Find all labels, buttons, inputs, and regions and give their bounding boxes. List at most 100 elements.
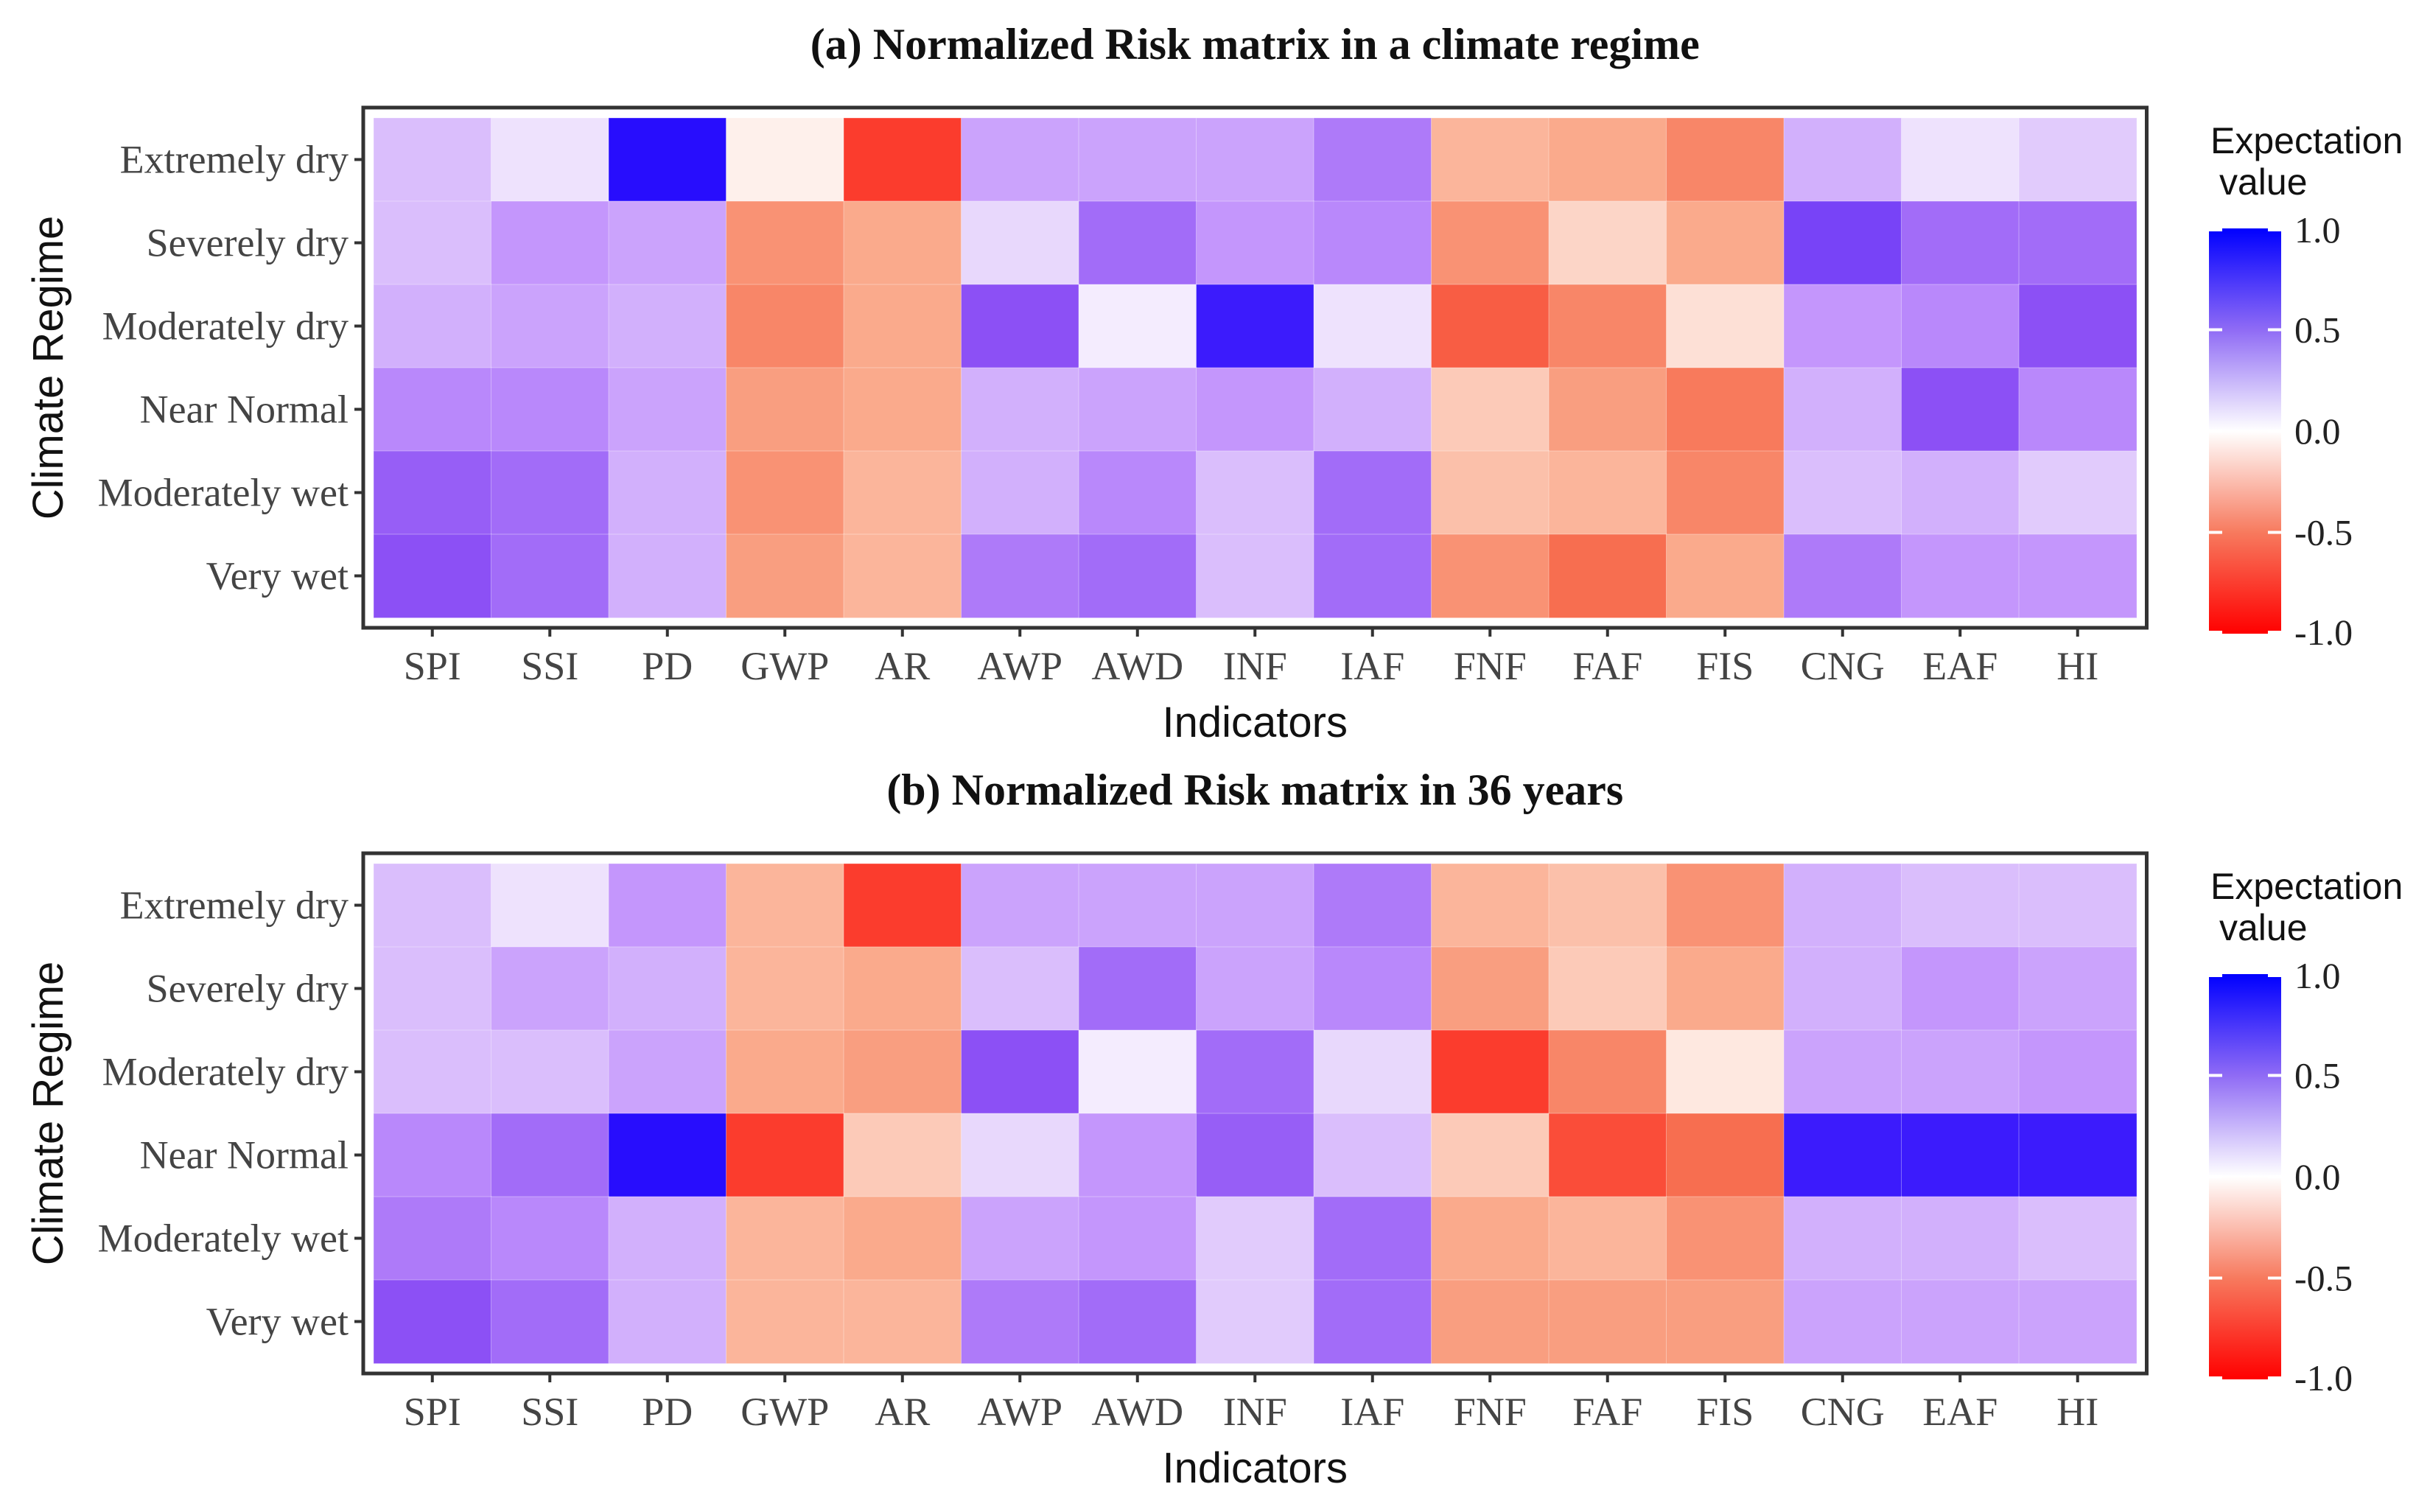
- heatmap-cell: [373, 367, 492, 452]
- x-tick-label: HI: [2056, 644, 2098, 688]
- heatmap-cell: [2018, 1029, 2137, 1115]
- heatmap-cell: [491, 1279, 610, 1365]
- heatmap-cell: [726, 367, 845, 452]
- heatmap-cell: [1078, 1113, 1197, 1198]
- heatmap-cell: [1431, 450, 1550, 536]
- heatmap-cell: [373, 1279, 492, 1365]
- x-tick-label: AR: [875, 1390, 930, 1434]
- heatmap-cell: [1783, 1113, 1902, 1198]
- x-tick-label: SSI: [521, 644, 578, 688]
- heatmap-cell: [1666, 533, 1785, 619]
- heatmap-cells-a: [373, 117, 2137, 619]
- heatmap-cell: [726, 946, 845, 1032]
- x-tick-label: EAF: [1922, 644, 1997, 688]
- heatmap-cell: [1196, 946, 1315, 1032]
- heatmap-cell: [1196, 117, 1315, 203]
- heatmap-cell: [373, 117, 492, 203]
- heatmap-cell: [843, 1196, 962, 1281]
- heatmap-cell: [608, 117, 727, 203]
- heatmap-cell: [608, 533, 727, 619]
- heatmap-cell: [373, 1196, 492, 1281]
- heatmap-cell: [1313, 367, 1432, 452]
- heatmap-cell: [726, 1279, 845, 1365]
- heatmap-cell: [373, 1029, 492, 1115]
- heatmap-cell: [1313, 533, 1432, 619]
- heatmap-cell: [961, 1113, 1080, 1198]
- colorbar-tick-label: -1.0: [2294, 1357, 2353, 1399]
- x-axis-label-b: Indicators: [1163, 1444, 1348, 1492]
- x-tick-label: FNF: [1454, 1390, 1527, 1434]
- heatmap-cell: [1783, 533, 1902, 619]
- heatmap-cell: [2018, 863, 2137, 948]
- colorbar-tick-label: 1.0: [2294, 955, 2341, 996]
- heatmap-cell: [608, 1196, 727, 1281]
- heatmap-cell: [1313, 1113, 1432, 1198]
- heatmap-cell: [1548, 1279, 1667, 1365]
- heatmap-cell: [1078, 533, 1197, 619]
- heatmap-cell: [1078, 367, 1197, 452]
- x-tick-label: CNG: [1801, 644, 1885, 688]
- heatmap-cell: [1548, 1113, 1667, 1198]
- heatmap-cell: [843, 1029, 962, 1115]
- heatmap-cell: [843, 863, 962, 948]
- heatmap-cell: [726, 1029, 845, 1115]
- y-tick-label: Moderately dry: [102, 1050, 349, 1094]
- heatmap-cell: [1431, 1196, 1550, 1281]
- colorbar-tick-label: 1.0: [2294, 209, 2341, 251]
- heatmap-cell: [373, 284, 492, 369]
- x-tick-label: CNG: [1801, 1390, 1885, 1434]
- heatmap-cell: [373, 450, 492, 536]
- heatmap-cell: [608, 1279, 727, 1365]
- chart-title-a: (a) Normalized Risk matrix in a climate …: [810, 20, 1700, 69]
- y-tick-label: Extremely dry: [120, 138, 349, 182]
- heatmap-cell: [1548, 1029, 1667, 1115]
- heatmap-cell: [961, 1029, 1080, 1115]
- heatmap-cell: [1431, 533, 1550, 619]
- x-tick-label: SSI: [521, 1390, 578, 1434]
- legend-title-b: Expectation value: [2210, 866, 2403, 948]
- y-tick-label: Moderately wet: [98, 1217, 349, 1261]
- colorbar-tick-label: 0.5: [2294, 1055, 2341, 1096]
- heatmap-cell: [1196, 1279, 1315, 1365]
- heatmap-cell: [373, 200, 492, 286]
- heatmap-cell: [1783, 1196, 1902, 1281]
- heatmap-cell: [491, 450, 610, 536]
- heatmap-cell: [1078, 1279, 1197, 1365]
- heatmap-cell: [373, 533, 492, 619]
- heatmap-cell: [961, 1279, 1080, 1365]
- heatmap-cell: [1431, 1113, 1550, 1198]
- heatmap-cell: [1196, 1113, 1315, 1198]
- legend-title-a: Expectation value: [2210, 120, 2403, 203]
- heatmap-cell: [608, 1113, 727, 1198]
- heatmap-cell: [1313, 200, 1432, 286]
- chart-title-b: (b) Normalized Risk matrix in 36 years: [886, 766, 1623, 814]
- heatmap-cell: [1901, 1279, 2020, 1365]
- heatmap-cell: [1431, 367, 1550, 452]
- heatmap-cell: [961, 367, 1080, 452]
- heatmap-cell: [1313, 946, 1432, 1032]
- heatmap-cell: [1666, 946, 1785, 1032]
- y-tick-label: Moderately wet: [98, 471, 349, 515]
- x-tick-label: FIS: [1696, 1390, 1754, 1434]
- heatmap-cell: [1548, 1196, 1667, 1281]
- y-axis-label-a: Climate Regime: [24, 216, 72, 520]
- y-tick-label: Extremely dry: [120, 883, 349, 928]
- heatmap-cell: [1431, 863, 1550, 948]
- heatmap-cell: [1313, 450, 1432, 536]
- x-tick-label: AWP: [977, 1390, 1062, 1434]
- heatmap-cell: [1196, 1029, 1315, 1115]
- heatmap-cell: [2018, 450, 2137, 536]
- heatmap-cell: [2018, 1279, 2137, 1365]
- heatmap-cell: [1666, 367, 1785, 452]
- heatmap-cell: [1548, 200, 1667, 286]
- x-tick-label: AWD: [1091, 1390, 1183, 1434]
- heatmap-cell: [1666, 284, 1785, 369]
- x-tick-label: FAF: [1572, 1390, 1642, 1434]
- x-tick-label: FIS: [1696, 644, 1754, 688]
- heatmap-cell: [961, 533, 1080, 619]
- heatmap-cell: [1666, 450, 1785, 536]
- x-tick-label: SPI: [404, 1390, 461, 1434]
- heatmap-cell: [1431, 284, 1550, 369]
- heatmap-cell: [961, 284, 1080, 369]
